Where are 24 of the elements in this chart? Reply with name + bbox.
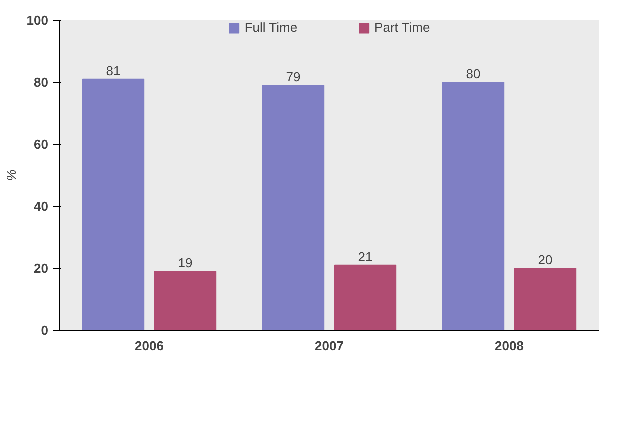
data-label: 19 bbox=[178, 256, 193, 271]
bar bbox=[262, 85, 325, 330]
legend-label: Part Time bbox=[374, 20, 430, 35]
x-tick-label: 2008 bbox=[495, 338, 524, 354]
legend-label: Full Time bbox=[244, 20, 298, 35]
data-label: 80 bbox=[466, 66, 481, 82]
bar bbox=[82, 78, 145, 330]
bar bbox=[334, 264, 397, 330]
data-label: 79 bbox=[286, 70, 301, 85]
y-tick-label: 60 bbox=[34, 137, 49, 152]
x-tick-label: 2006 bbox=[135, 338, 164, 354]
y-tick-label: 0 bbox=[41, 323, 49, 338]
x-tick-label: 2007 bbox=[315, 338, 344, 354]
data-label: 81 bbox=[106, 63, 121, 78]
bar bbox=[442, 82, 505, 330]
y-tick-label: 100 bbox=[26, 13, 49, 28]
y-tick-label: 20 bbox=[34, 261, 49, 276]
y-tick-label: 80 bbox=[34, 75, 49, 90]
data-label: 20 bbox=[538, 252, 553, 268]
data-label: 21 bbox=[358, 249, 373, 264]
y-axis-title: % bbox=[4, 170, 19, 182]
y-tick-label: 40 bbox=[34, 199, 49, 214]
bar bbox=[154, 271, 217, 330]
bar bbox=[514, 268, 577, 330]
